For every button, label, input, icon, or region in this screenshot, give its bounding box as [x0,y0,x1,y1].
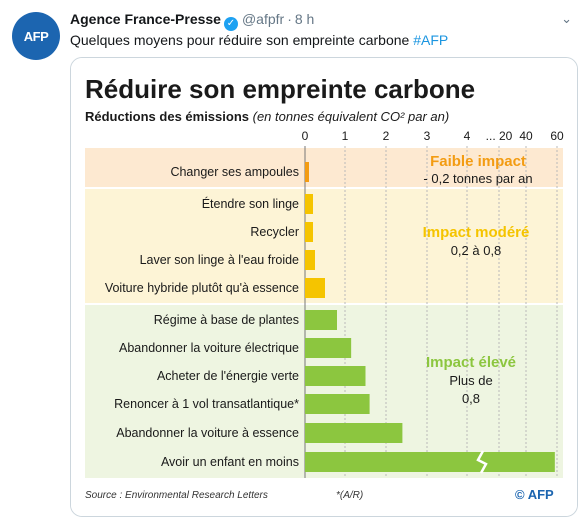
bar [305,250,315,270]
bar [305,338,352,358]
tweet-text: Quelques moyens pour réduire son emprein… [70,32,448,48]
category-label: Régime à base de plantes [154,313,299,327]
category-label: Laver son linge à l'eau froide [140,253,299,267]
category-label: Avoir un enfant en moins [161,455,299,469]
bar [305,162,309,182]
chart-source: Source : Environmental Research Letters [85,490,268,501]
tweet-body: Quelques moyens pour réduire son emprein… [70,32,414,48]
hashtag-link[interactable]: #AFP [413,32,449,48]
tick-label: 40 [519,129,533,143]
avatar-logo-text: AFP [23,28,49,44]
tick-label: ... 20 [486,129,513,143]
group-band-2 [85,304,563,478]
tick-label: 4 [464,129,471,143]
category-label: Étendre son linge [202,196,299,211]
category-label: Recycler [250,225,299,239]
bar [305,423,403,443]
group-title: Faible impact [430,153,526,170]
tweet-header: Agence France-Presse ✓ @afpfr · 8 h ⌄ [70,11,574,31]
chart-subtitle-units: (en tonnes équivalent CO² par an) [253,109,450,124]
afp-credit-logo: © AFP [515,487,554,502]
author-handle[interactable]: @afpfr [241,11,285,27]
separator-dot: · [287,11,292,27]
bar [305,310,337,330]
category-label: Abandonner la voiture électrique [119,341,299,355]
tick-label: 60 [550,129,564,143]
tick-label: 3 [424,129,431,143]
group-description: - 0,2 tonnes par an [423,171,532,186]
group-band-0 [85,148,563,188]
group-description: Plus de [449,373,492,388]
verified-badge-icon: ✓ [223,17,238,31]
bar [305,222,313,242]
chevron-down-icon[interactable]: ⌄ [561,11,572,26]
bar [305,394,370,414]
tick-label: 1 [342,129,349,143]
category-label: Changer ses ampoules [170,165,299,179]
bar [305,194,313,214]
group-description: 0,2 à 0,8 [451,243,502,258]
bar [305,366,366,386]
tick-label: 0 [302,129,309,143]
bar [305,452,555,472]
tick-label: 2 [383,129,390,143]
group-description: 0,8 [462,391,480,406]
avatar[interactable]: AFP [12,12,60,60]
category-label: Renoncer à 1 vol transatlantique* [114,397,299,411]
category-label: Acheter de l'énergie verte [157,369,299,383]
chart-subtitle-main: Réductions des émissions [85,109,249,124]
group-title: Impact modéré [423,224,530,241]
group-title: Impact élevé [426,354,516,371]
category-label: Abandonner la voiture à essence [116,426,299,440]
category-label: Voiture hybride plutôt qu'à essence [105,281,299,295]
chart-footnote: *(A/R) [336,490,363,501]
bar [305,278,325,298]
author-name[interactable]: Agence France-Presse [70,11,221,27]
chart-subtitle: Réductions des émissions (en tonnes équi… [85,109,449,124]
scale-break-mark [476,450,488,474]
chart-title: Réduire son empreinte carbone [85,74,475,104]
infographic-image[interactable]: Réduire son empreinte carbone Réductions… [70,57,578,517]
tweet-timestamp[interactable]: 8 h [294,11,315,27]
bar-chart: Réduire son empreinte carbone Réductions… [71,58,577,516]
